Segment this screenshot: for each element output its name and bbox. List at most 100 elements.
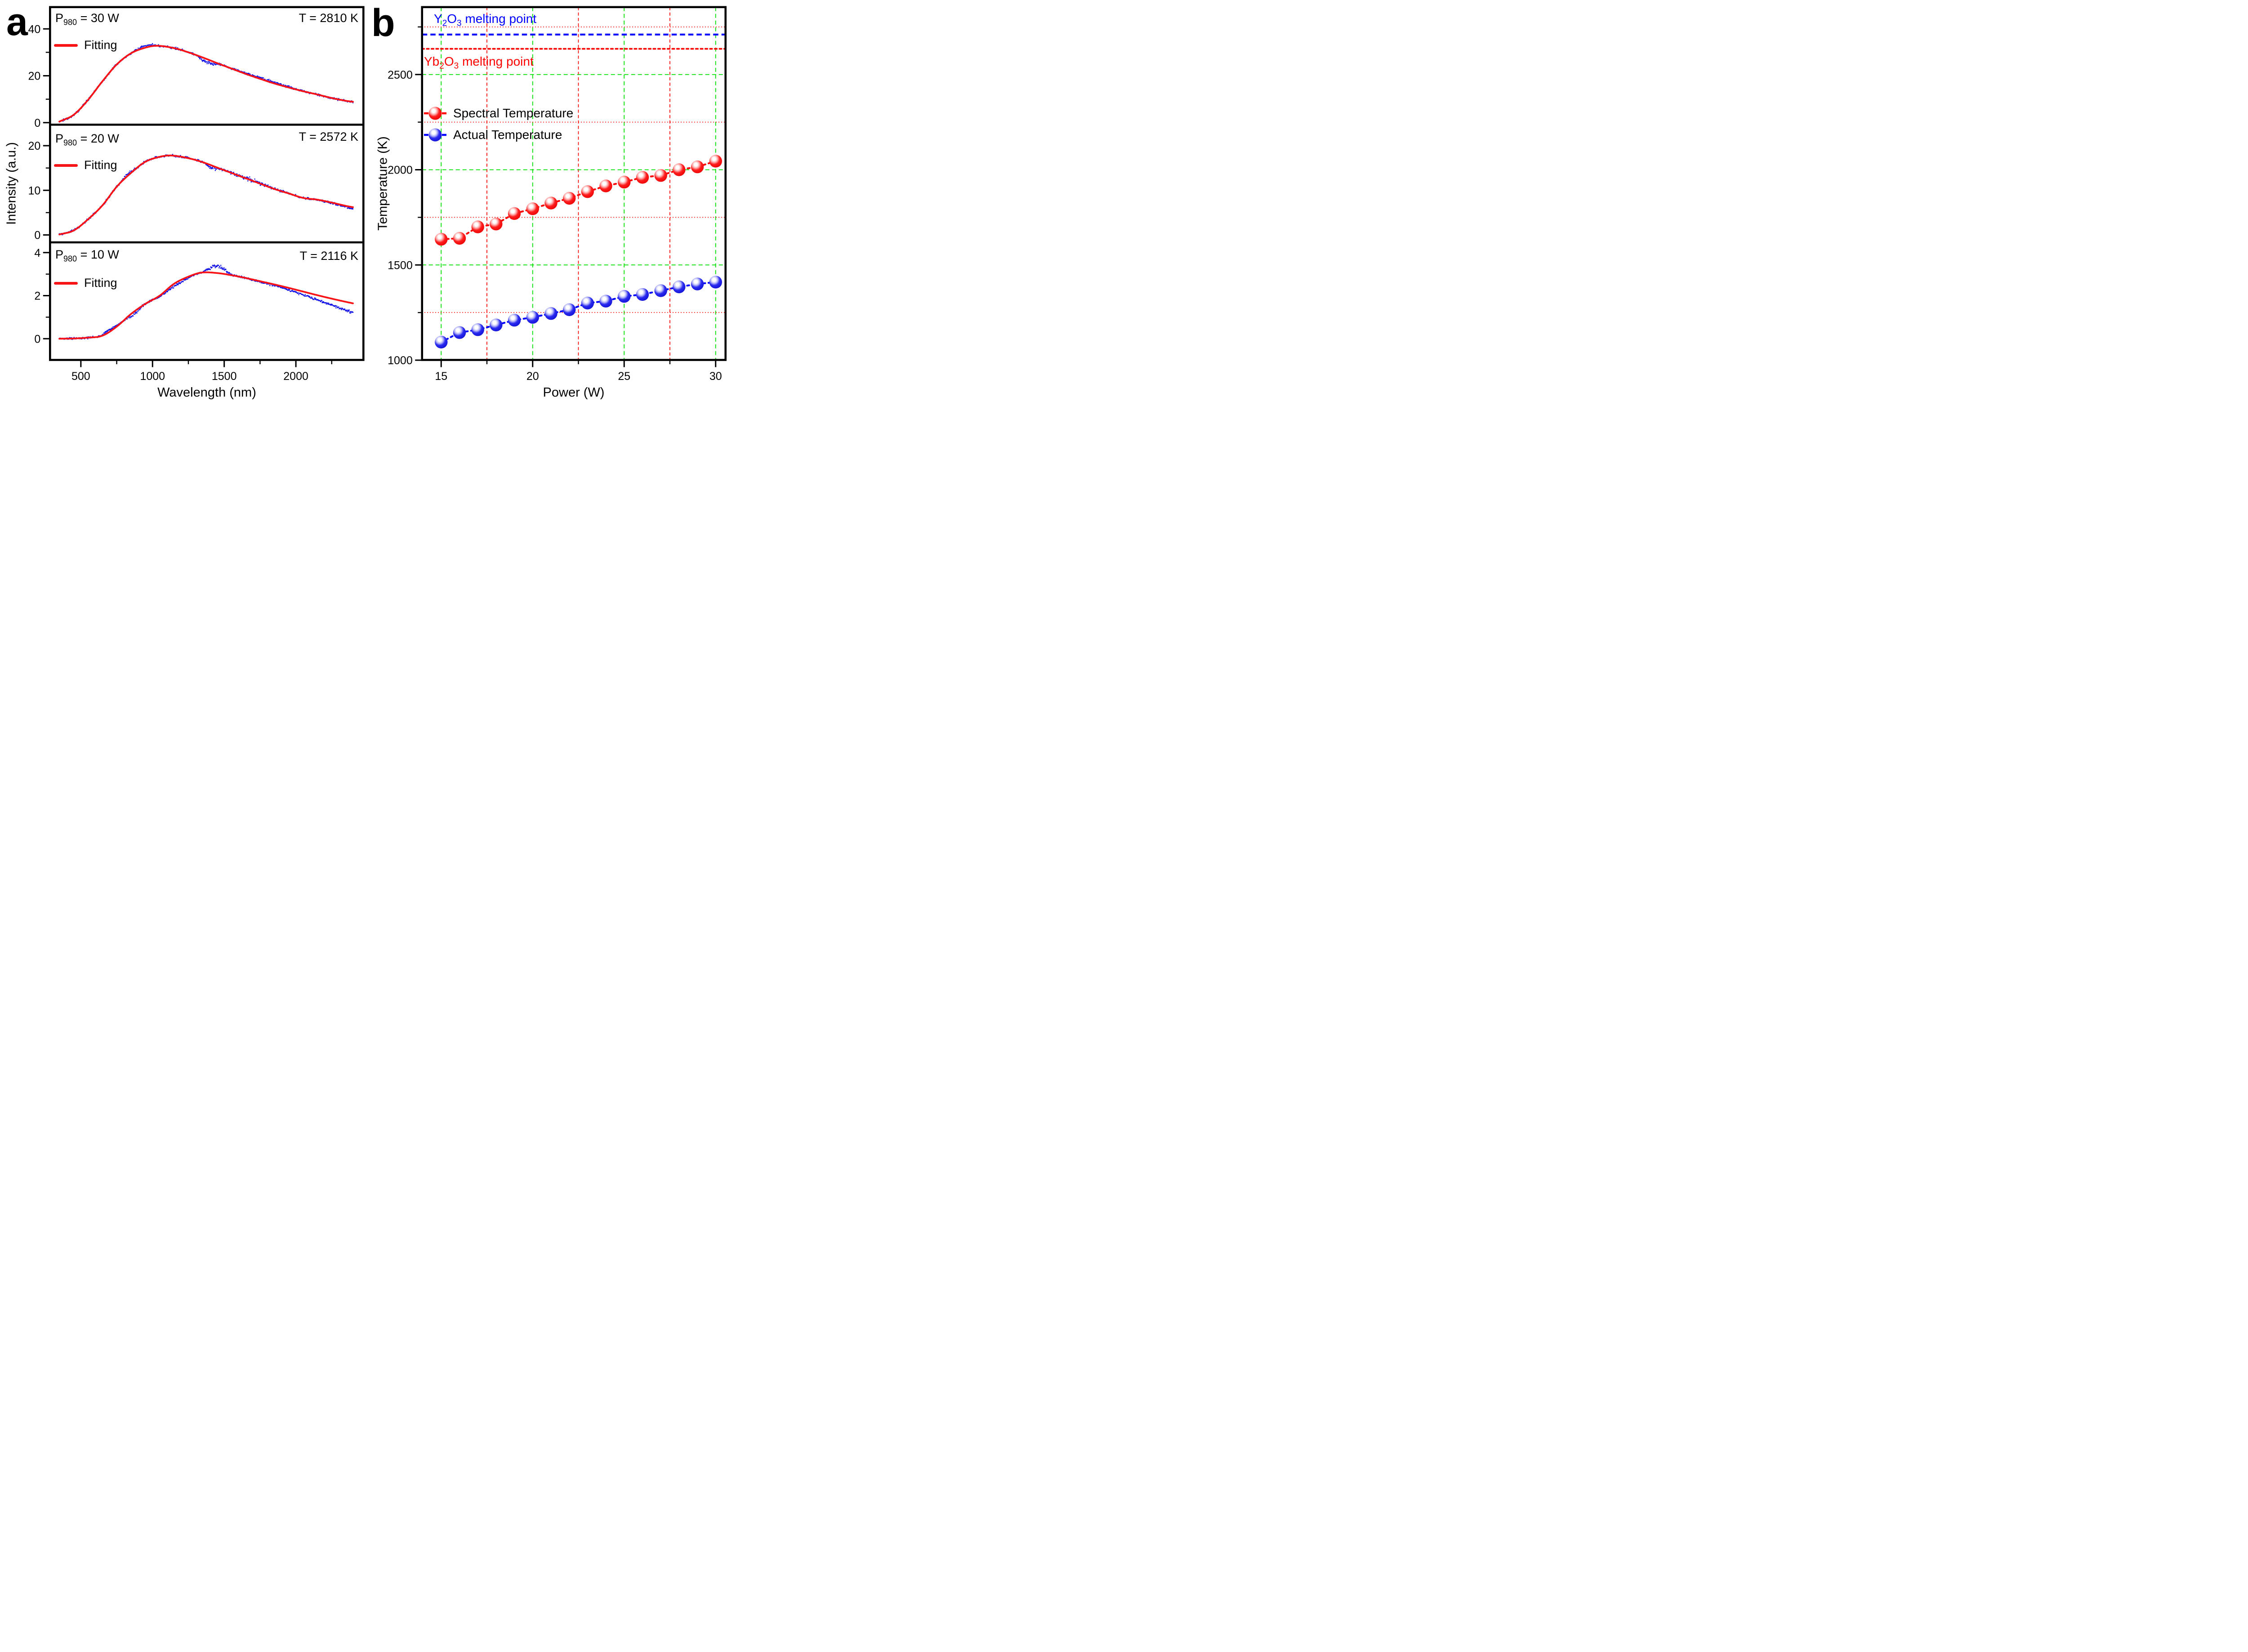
panel-a-y-ticks xyxy=(43,28,49,124)
power-symbol: P xyxy=(55,248,64,261)
panel-b-plot: 2500 2000 1500 1000 15 20 25 30 xyxy=(388,6,727,383)
data-point-ball xyxy=(618,175,631,189)
power-symbol: P xyxy=(55,11,64,25)
tick-label: 1000 xyxy=(140,370,165,383)
data-point-ball xyxy=(544,307,558,320)
data-point-ball xyxy=(599,295,612,308)
data-point-ball xyxy=(636,288,649,301)
subplot3-temp-annotation: T = 2116 K xyxy=(299,249,358,263)
spectrum-scatter-0 xyxy=(58,43,354,123)
panel-a-frame xyxy=(49,6,365,361)
data-point-ball xyxy=(435,232,448,246)
data-point-ball xyxy=(563,303,576,316)
tick-label: 25 xyxy=(618,370,630,383)
data-point-ball xyxy=(490,218,503,231)
figure-canvas: 0 20 40 0 10 20 0 2 4 500 1000 1500 2000 2500 2000 1500… xyxy=(28,6,727,383)
panel-b-xaxis-label: Power (W) xyxy=(543,385,605,400)
yb2o3-melting-point-annotation: Yb2O3 melting point xyxy=(424,54,534,71)
fit-line-swatch xyxy=(54,164,78,167)
power-value: = 10 W xyxy=(77,248,119,261)
data-point-ball xyxy=(691,277,704,290)
tick-label: 0 xyxy=(34,117,40,129)
tick-label: 0 xyxy=(34,333,40,345)
legend-label-actual: Actual Temperature xyxy=(453,128,562,142)
fit-line-swatch xyxy=(54,281,78,285)
fit-curve-0 xyxy=(58,45,354,123)
tick-label: 40 xyxy=(28,23,40,36)
element-symbol: Yb xyxy=(424,54,440,68)
power-symbol: P xyxy=(55,132,64,145)
figure: 0 20 40 0 10 20 0 2 4 500 1000 1500 2000 2500 2000 1500… xyxy=(0,0,742,413)
panel-a-y-ticks xyxy=(43,252,49,339)
panel-b-yaxis-label: Temperature (K) xyxy=(375,136,390,231)
fit-legend-label: Fitting xyxy=(84,276,117,290)
fit-line-swatch xyxy=(54,44,78,47)
subplot2-fit-legend: Fitting xyxy=(54,158,117,172)
tick-label: 20 xyxy=(28,140,40,152)
subplot1-power-annotation: P980 = 30 W xyxy=(55,11,119,27)
fit-legend-label: Fitting xyxy=(84,158,117,172)
data-point-ball xyxy=(709,155,723,168)
legend-marker-ball xyxy=(428,107,442,120)
melting-point-text: melting point xyxy=(459,54,534,68)
data-point-ball xyxy=(673,163,686,176)
tick-label: 30 xyxy=(709,370,722,383)
data-point-ball xyxy=(526,202,540,215)
data-point-ball xyxy=(490,318,503,331)
power-value: = 20 W xyxy=(77,132,119,145)
tick-label: 2000 xyxy=(283,370,308,383)
melting-point-text: melting point xyxy=(461,12,537,26)
tick-label: 15 xyxy=(435,370,447,383)
subplot3-fit-legend: Fitting xyxy=(54,276,117,290)
series-points-blue xyxy=(435,276,723,348)
element-subscript: 2 xyxy=(439,61,444,71)
data-point-ball xyxy=(636,171,649,184)
data-point-ball xyxy=(654,284,667,297)
subplot2-power-annotation: P980 = 20 W xyxy=(55,132,119,147)
tick-label: 2 xyxy=(34,290,40,303)
panel-a-x-ticks xyxy=(80,361,333,367)
tick-label: 2500 xyxy=(388,69,413,81)
tick-label: 1000 xyxy=(388,354,413,367)
panel-b-ticks xyxy=(415,26,717,367)
legend-marker-ball xyxy=(428,128,442,142)
legend-label-spectral: Spectral Temperature xyxy=(453,106,574,120)
power-value: = 30 W xyxy=(77,11,119,25)
tick-label: 500 xyxy=(71,370,90,383)
y2o3-melting-point-annotation: Y2O3 melting point xyxy=(434,12,536,29)
data-point-ball xyxy=(599,179,612,192)
series-line-blue xyxy=(440,281,717,343)
panel-a-y-ticks xyxy=(43,145,49,236)
data-point-ball xyxy=(581,296,594,310)
subplot1-temp-annotation: T = 2810 K xyxy=(299,11,358,25)
panel-a-xaxis-label: Wavelength (nm) xyxy=(157,385,256,400)
data-point-ball xyxy=(654,169,667,182)
tick-label: 1500 xyxy=(388,259,413,272)
data-point-ball xyxy=(435,335,448,348)
element-symbol: O xyxy=(447,12,457,26)
data-point-ball xyxy=(691,160,704,174)
tick-label: 20 xyxy=(526,370,539,383)
data-point-ball xyxy=(618,290,631,303)
panel-b-frame xyxy=(421,6,727,361)
element-subscript: 3 xyxy=(457,18,462,28)
tick-label: 1500 xyxy=(212,370,237,383)
data-point-ball xyxy=(453,326,466,339)
element-symbol: O xyxy=(444,54,454,68)
data-point-ball xyxy=(581,185,594,198)
data-point-ball xyxy=(673,280,686,294)
data-point-ball xyxy=(471,323,484,336)
data-point-ball xyxy=(471,220,484,233)
panel-b-label: b xyxy=(371,1,395,45)
series-points-red xyxy=(435,155,723,246)
subplot3-power-annotation: P980 = 10 W xyxy=(55,248,119,263)
data-point-ball xyxy=(526,311,540,324)
power-subscript: 980 xyxy=(63,18,77,27)
tick-label: 10 xyxy=(28,184,40,197)
power-subscript: 980 xyxy=(63,254,77,263)
fit-legend-label: Fitting xyxy=(84,38,117,52)
power-subscript: 980 xyxy=(63,138,77,147)
data-point-ball xyxy=(453,232,466,245)
element-subscript: 2 xyxy=(442,18,447,28)
panel-a-yaxis-label: Intensity (a.u.) xyxy=(4,142,19,225)
